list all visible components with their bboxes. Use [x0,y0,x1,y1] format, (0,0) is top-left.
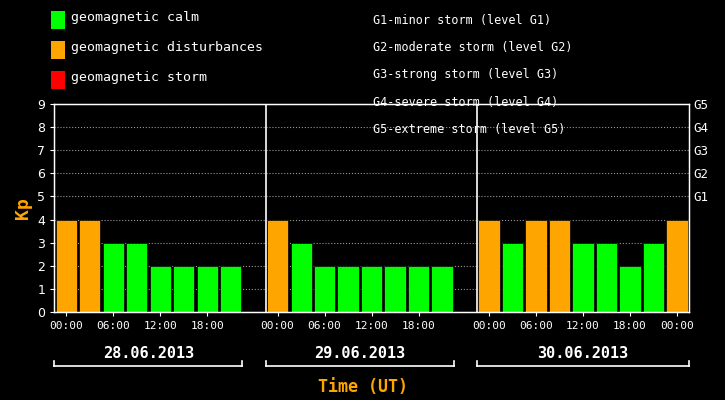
Bar [384,266,405,312]
Bar [596,243,617,312]
Text: G2-moderate storm (level G2): G2-moderate storm (level G2) [373,41,573,54]
Bar [220,266,241,312]
Bar [643,243,664,312]
Bar [56,220,77,312]
Text: geomagnetic calm: geomagnetic calm [71,12,199,24]
Bar [196,266,218,312]
Text: 28.06.2013: 28.06.2013 [103,346,194,362]
Bar [102,243,124,312]
Text: 30.06.2013: 30.06.2013 [537,346,629,362]
Text: G3-strong storm (level G3): G3-strong storm (level G3) [373,68,559,82]
Bar [408,266,429,312]
Text: G4-severe storm (level G4): G4-severe storm (level G4) [373,96,559,109]
Bar [502,243,523,312]
Bar [173,266,194,312]
Bar [149,266,170,312]
Bar [431,266,452,312]
Bar [291,243,312,312]
Text: G5-extreme storm (level G5): G5-extreme storm (level G5) [373,123,566,136]
Bar [361,266,382,312]
Y-axis label: Kp: Kp [14,197,32,219]
Bar [619,266,641,312]
Text: Time (UT): Time (UT) [318,378,407,396]
Text: geomagnetic disturbances: geomagnetic disturbances [71,42,263,54]
Bar [338,266,359,312]
Bar [549,220,570,312]
Bar [314,266,335,312]
Bar [526,220,547,312]
Bar [126,243,147,312]
Bar [666,220,687,312]
Bar [478,220,500,312]
Bar [573,243,594,312]
Bar [79,220,100,312]
Bar [267,220,288,312]
Text: G1-minor storm (level G1): G1-minor storm (level G1) [373,14,552,27]
Text: 29.06.2013: 29.06.2013 [314,346,405,362]
Text: geomagnetic storm: geomagnetic storm [71,72,207,84]
